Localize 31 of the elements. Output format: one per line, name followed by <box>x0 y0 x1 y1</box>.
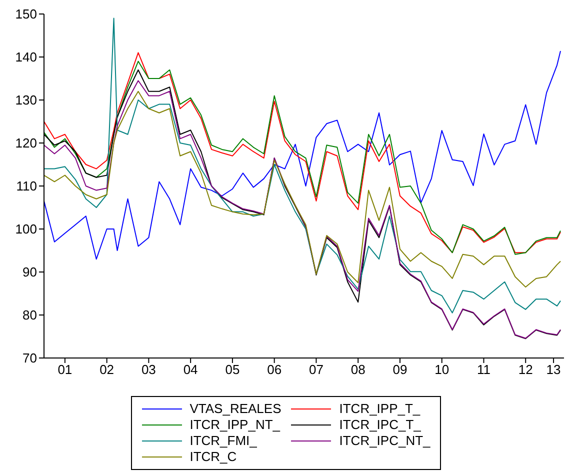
line-series <box>44 18 562 314</box>
y-tick-label: 150 <box>15 6 37 22</box>
x-tick-label: 11 <box>476 362 490 378</box>
x-tick-label: 10 <box>434 362 450 378</box>
x-tick-label: 02 <box>100 362 114 378</box>
x-tick-label: 05 <box>225 362 240 378</box>
x-tick-label: 09 <box>392 362 408 378</box>
y-tick-label: 80 <box>22 308 37 323</box>
x-tick-label: 06 <box>267 362 282 378</box>
line-series <box>44 90 562 288</box>
legend-label: ITCR_C <box>190 449 237 465</box>
x-tick-label: 03 <box>141 362 156 378</box>
x-tick-label: 12 <box>518 362 533 378</box>
x-tick-label: 08 <box>350 362 366 378</box>
y-tick-label: 130 <box>15 92 37 108</box>
y-tick-label: 100 <box>15 222 37 237</box>
legend-label: VTAS_REALES <box>190 401 282 417</box>
y-tick-label: 140 <box>15 50 37 65</box>
legend-label: ITCR_IPC_NT_ <box>339 433 430 449</box>
legend-label: ITCR_FMI_ <box>190 433 257 449</box>
x-tick-label: 01 <box>58 362 72 378</box>
legend-label: ITCR_IPP_NT_ <box>190 417 280 433</box>
y-tick-label: 90 <box>22 264 37 280</box>
y-tick-label: 110 <box>16 178 37 194</box>
legend-label: ITCR_IPC_T_ <box>339 417 421 433</box>
x-tick-label: 07 <box>308 362 324 378</box>
legend-label: ITCR_IPP_T_ <box>339 401 420 417</box>
x-tick-label: 13 <box>546 362 561 378</box>
y-tick-label: 70 <box>22 350 37 366</box>
y-tick-label: 120 <box>15 136 37 151</box>
x-tick-label: 04 <box>183 362 198 378</box>
